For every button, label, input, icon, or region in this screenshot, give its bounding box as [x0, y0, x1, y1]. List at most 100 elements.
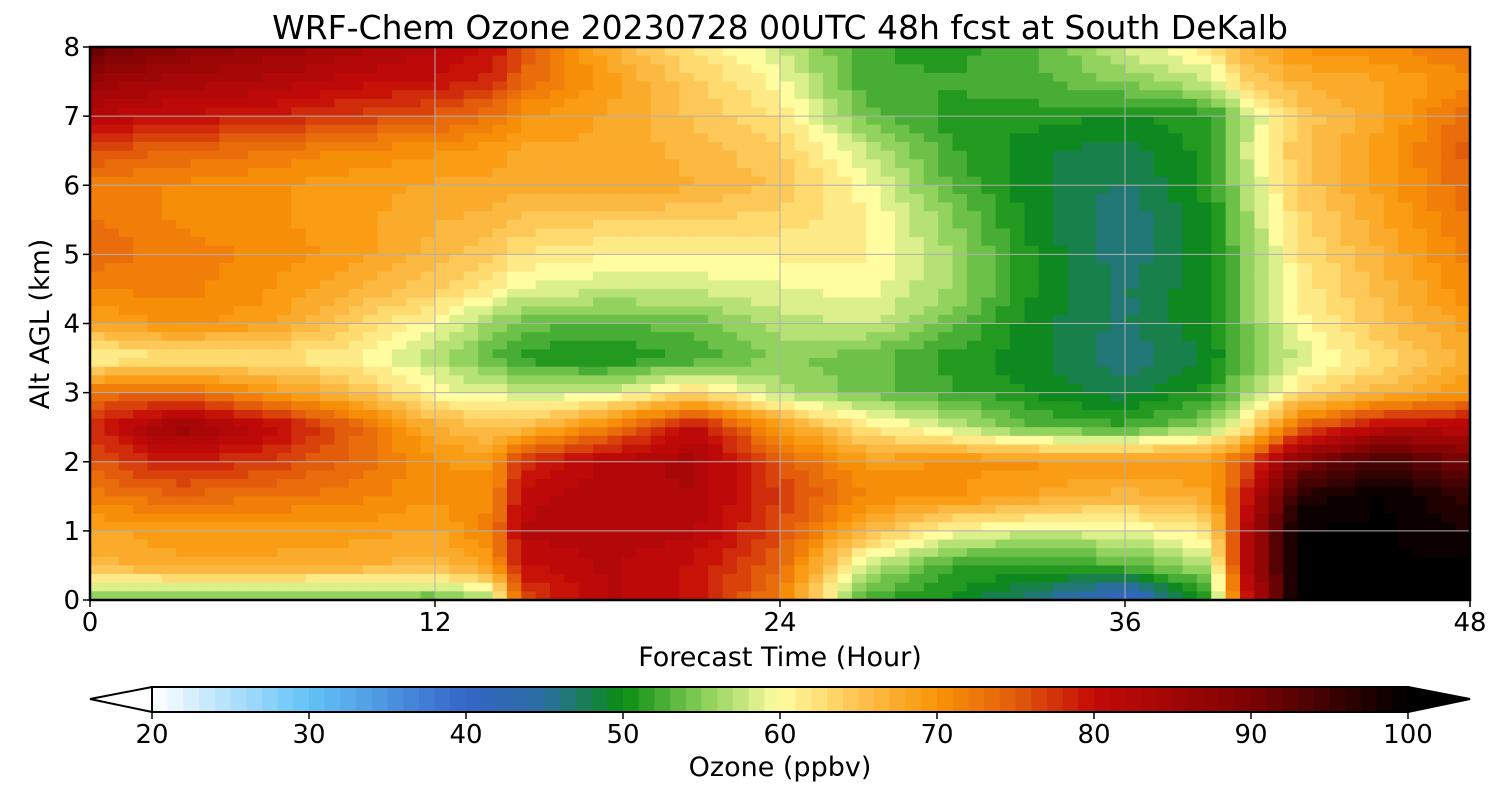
- heatmap-cell: [1311, 340, 1327, 351]
- heatmap-cell: [621, 142, 637, 152]
- heatmap-cell: [363, 55, 379, 65]
- heatmap-cell: [1168, 167, 1184, 178]
- heatmap-cell: [233, 98, 249, 109]
- heatmap-cell: [851, 453, 867, 463]
- heatmap-cell: [636, 64, 652, 74]
- heatmap-cell: [923, 159, 939, 169]
- heatmap-cell: [665, 306, 680, 316]
- heatmap-cell: [765, 427, 781, 437]
- heatmap-cell: [118, 444, 134, 454]
- heatmap-cell: [1168, 297, 1184, 307]
- heatmap-cell: [981, 64, 997, 74]
- heatmap-cell: [823, 228, 839, 238]
- heatmap-cell: [851, 263, 867, 273]
- heatmap-cell: [564, 133, 580, 143]
- heatmap-cell: [435, 332, 450, 342]
- heatmap-cell: [377, 340, 393, 351]
- heatmap-cell: [248, 193, 264, 204]
- heatmap-cell: [1383, 401, 1399, 411]
- heatmap-cell: [1412, 245, 1428, 255]
- heatmap-cell: [161, 444, 177, 454]
- heatmap-cell: [320, 202, 335, 212]
- heatmap-cell: [981, 159, 997, 169]
- heatmap-cell: [1355, 418, 1370, 428]
- heatmap-cell: [1326, 427, 1342, 437]
- heatmap-cell: [995, 358, 1011, 368]
- heatmap-cell: [808, 150, 824, 160]
- heatmap-cell: [1096, 288, 1112, 299]
- heatmap-cell: [765, 418, 781, 428]
- heatmap-cell: [909, 185, 925, 195]
- heatmap-cell: [161, 271, 177, 281]
- heatmap-cell: [751, 487, 767, 497]
- heatmap-cell: [966, 211, 982, 221]
- heatmap-cell: [1211, 263, 1227, 273]
- heatmap-cell: [708, 133, 724, 143]
- heatmap-cell: [161, 202, 177, 212]
- heatmap-cell: [981, 133, 997, 143]
- heatmap-cell: [607, 47, 623, 57]
- heatmap-cell: [808, 81, 824, 91]
- heatmap-cell: [176, 470, 192, 480]
- heatmap-cell: [794, 237, 810, 247]
- heatmap-cell: [1311, 392, 1327, 402]
- heatmap-cell: [1225, 340, 1241, 351]
- heatmap-cell: [1355, 254, 1370, 264]
- heatmap-cell: [966, 237, 982, 247]
- heatmap-cell: [420, 263, 436, 273]
- heatmap-cell: [693, 444, 709, 454]
- heatmap-cell: [1412, 340, 1428, 351]
- heatmap-cell: [435, 427, 450, 437]
- heatmap-cell: [607, 167, 623, 178]
- heatmap-cell: [895, 185, 910, 195]
- heatmap-cell: [550, 124, 565, 135]
- heatmap-cell: [219, 297, 235, 307]
- heatmap-cell: [1383, 349, 1399, 359]
- heatmap-cell: [377, 55, 393, 65]
- heatmap-cell: [1067, 418, 1083, 428]
- heatmap-cell: [90, 332, 105, 342]
- heatmap-cell: [665, 349, 680, 359]
- heatmap-cell: [1412, 444, 1428, 454]
- heatmap-cell: [794, 98, 810, 109]
- heatmap-cell: [219, 332, 235, 342]
- heatmap-cell: [909, 306, 925, 316]
- heatmap-cell: [966, 90, 982, 100]
- heatmap-cell: [1096, 297, 1112, 307]
- heatmap-cell: [665, 159, 680, 169]
- heatmap-cell: [607, 409, 623, 420]
- heatmap-cell: [693, 124, 709, 135]
- heatmap-cell: [851, 444, 867, 454]
- heatmap-cell: [420, 435, 436, 446]
- heatmap-cell: [1081, 245, 1097, 255]
- heatmap-cell: [478, 358, 494, 368]
- heatmap-cell: [909, 142, 925, 152]
- heatmap-cell: [276, 167, 292, 178]
- heatmap-cell: [1125, 409, 1140, 420]
- heatmap-cell: [1441, 280, 1457, 290]
- heatmap-cell: [966, 435, 982, 446]
- heatmap-cell: [1125, 418, 1140, 428]
- heatmap-cell: [938, 237, 954, 247]
- heatmap-cell: [1326, 487, 1342, 497]
- heatmap-cell: [521, 237, 537, 247]
- heatmap-cell: [363, 383, 379, 394]
- heatmap-cell: [1311, 479, 1327, 489]
- heatmap-cell: [1383, 263, 1399, 273]
- heatmap-cell: [1297, 55, 1313, 65]
- heatmap-cell: [176, 314, 192, 325]
- heatmap-cell: [176, 124, 192, 135]
- heatmap-cell: [1254, 383, 1270, 394]
- heatmap-cell: [1168, 383, 1184, 394]
- heatmap-cell: [190, 90, 206, 100]
- heatmap-cell: [578, 383, 594, 394]
- heatmap-cell: [219, 150, 235, 160]
- heatmap-cell: [262, 401, 278, 411]
- heatmap-cell: [1412, 470, 1428, 480]
- heatmap-cell: [1110, 383, 1126, 394]
- heatmap-cell: [1096, 116, 1112, 126]
- heatmap-cell: [1240, 349, 1255, 359]
- heatmap-cell: [1297, 366, 1313, 376]
- heatmap-cell: [205, 202, 220, 212]
- heatmap-cell: [952, 64, 968, 74]
